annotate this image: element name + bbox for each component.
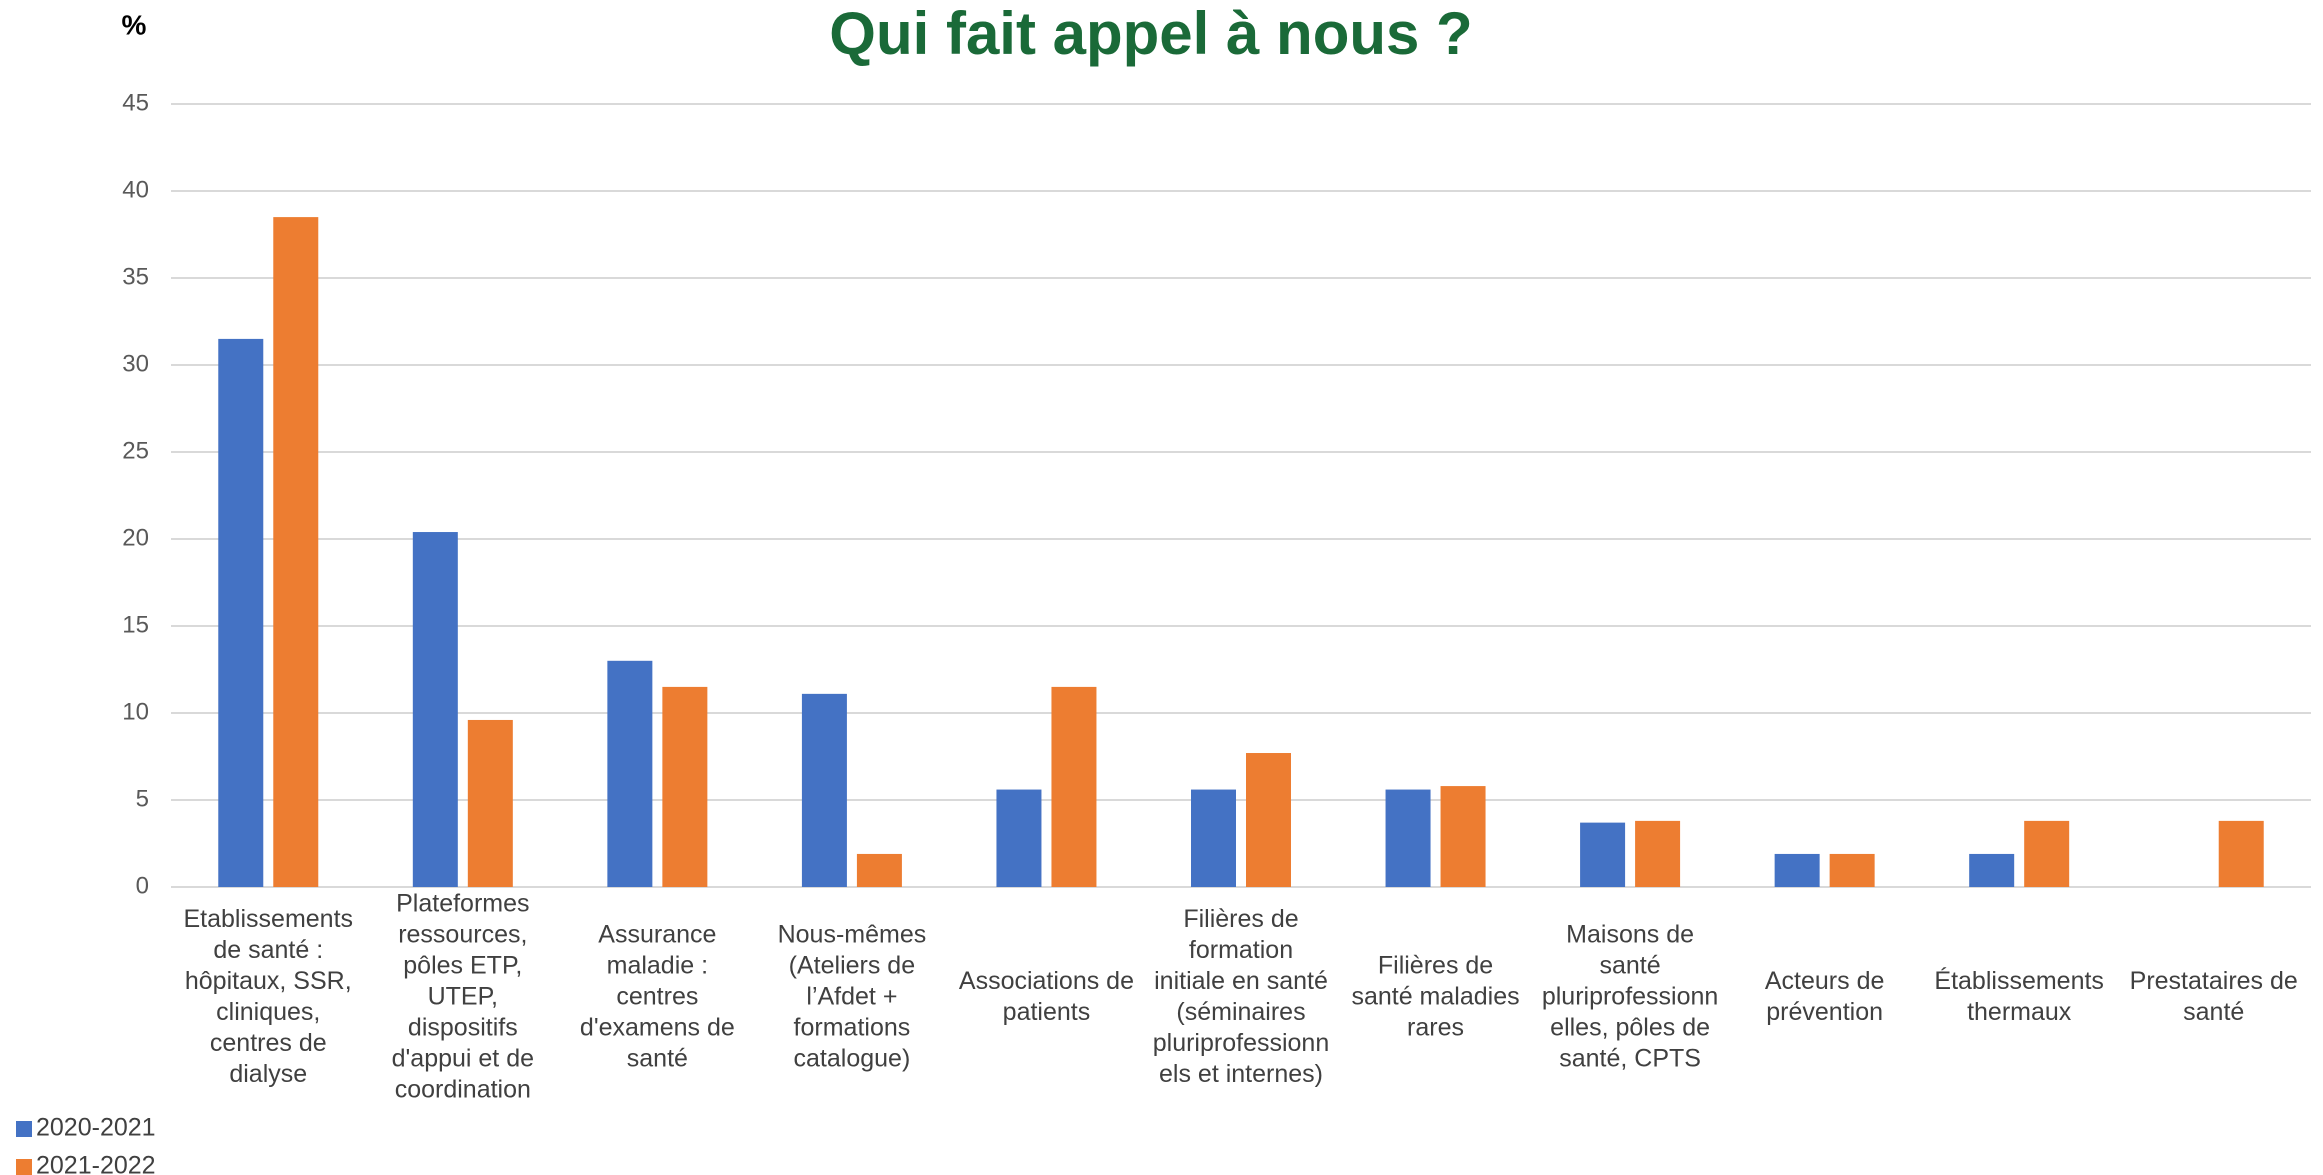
x-tick-label: pluriprofessionn bbox=[1542, 983, 1719, 1011]
x-tick-label: d'examens de bbox=[580, 1014, 735, 1042]
x-tick-label: l’Afdet + bbox=[806, 983, 897, 1011]
legend-label: 2021-2022 bbox=[36, 1152, 156, 1175]
bar bbox=[273, 217, 319, 888]
x-tick-label: thermaux bbox=[1967, 998, 2072, 1026]
y-tick-label: 25 bbox=[122, 437, 149, 464]
bar bbox=[662, 686, 708, 887]
x-tick-label: Assurance bbox=[598, 921, 716, 949]
bar bbox=[467, 719, 513, 887]
y-tick-label: 35 bbox=[122, 263, 149, 290]
bar bbox=[412, 532, 458, 887]
x-tick-label: dialyse bbox=[229, 1060, 307, 1088]
bar bbox=[1385, 789, 1431, 887]
x-tick-label: prévention bbox=[1766, 998, 1883, 1026]
x-tick-label: rares bbox=[1407, 1014, 1464, 1042]
x-tick-label: Plateformes bbox=[396, 890, 529, 918]
x-tick-label: els et internes) bbox=[1159, 1060, 1323, 1088]
x-tick-label: patients bbox=[1003, 998, 1091, 1026]
x-tick-label: formations bbox=[794, 1014, 911, 1042]
x-tick-label: centres bbox=[616, 983, 698, 1011]
bar bbox=[1191, 789, 1236, 887]
y-tick-label: 0 bbox=[136, 872, 149, 899]
y-tick-label: 10 bbox=[122, 698, 149, 725]
bar bbox=[1051, 686, 1097, 887]
x-tick-label: maladie : bbox=[607, 952, 708, 980]
bar bbox=[607, 660, 653, 887]
x-tick-label: Filières de bbox=[1183, 905, 1298, 933]
x-tick-label: de santé : bbox=[213, 936, 323, 964]
x-tick-label: Établissements bbox=[1934, 966, 2104, 995]
y-tick-label: 15 bbox=[122, 611, 149, 638]
legend-swatch bbox=[16, 1121, 32, 1137]
y-tick-label: 45 bbox=[122, 89, 149, 116]
bar bbox=[1635, 820, 1681, 887]
chart-title: Qui fait appel à nous ? bbox=[829, 0, 1472, 67]
x-tick-label: UTEP, bbox=[428, 983, 498, 1011]
y-tick-label: 40 bbox=[122, 176, 149, 203]
x-tick-label: coordination bbox=[395, 1076, 531, 1104]
x-tick-label: Prestataires de bbox=[2130, 967, 2298, 995]
legend-swatch bbox=[16, 1159, 32, 1175]
x-tick-label: Associations de bbox=[959, 967, 1134, 995]
x-tick-label: Acteurs de bbox=[1765, 967, 1885, 995]
x-tick-label: hôpitaux, SSR, bbox=[185, 967, 352, 995]
x-tick-label: Nous-mêmes bbox=[778, 921, 927, 949]
bar bbox=[2218, 820, 2264, 887]
bar bbox=[1969, 853, 2015, 887]
x-tick-label: d'appui et de bbox=[392, 1045, 534, 1073]
x-tick-label: dispositifs bbox=[408, 1014, 518, 1042]
bar bbox=[1774, 853, 1820, 887]
x-tick-label: (séminaires bbox=[1176, 998, 1305, 1026]
bar bbox=[1246, 753, 1291, 887]
y-axis-label: % bbox=[122, 9, 147, 40]
bar bbox=[1440, 786, 1486, 887]
x-tick-label: pluriprofessionn bbox=[1153, 1029, 1330, 1057]
bar bbox=[1580, 822, 1626, 887]
x-tick-label: initiale en santé bbox=[1154, 967, 1328, 995]
bar bbox=[856, 853, 902, 887]
bar bbox=[218, 338, 264, 887]
x-tick-label: (Ateliers de bbox=[789, 952, 915, 980]
x-tick-label: santé, CPTS bbox=[1559, 1045, 1701, 1073]
y-tick-label: 5 bbox=[136, 785, 149, 812]
x-tick-label: santé maladies bbox=[1351, 983, 1519, 1011]
bar bbox=[2024, 820, 2070, 887]
x-tick-label: cliniques, bbox=[216, 998, 320, 1026]
x-tick-label: santé bbox=[1600, 952, 1661, 980]
x-tick-label: Etablissements bbox=[184, 905, 354, 933]
x-tick-label: pôles ETP, bbox=[403, 952, 522, 980]
x-tick-label: Filières de bbox=[1378, 952, 1493, 980]
bar bbox=[1829, 853, 1875, 887]
legend-label: 2020-2021 bbox=[36, 1114, 156, 1142]
x-tick-label: ressources, bbox=[398, 921, 527, 949]
x-tick-label: centres de bbox=[210, 1029, 327, 1057]
x-tick-label: santé bbox=[627, 1045, 688, 1073]
y-tick-label: 30 bbox=[122, 350, 149, 377]
x-tick-label: formation bbox=[1189, 936, 1293, 964]
x-tick-label: elles, pôles de bbox=[1550, 1014, 1710, 1042]
bar bbox=[996, 789, 1042, 887]
y-tick-label: 20 bbox=[122, 524, 149, 551]
x-tick-label: Maisons de bbox=[1566, 921, 1694, 949]
x-tick-label: santé bbox=[2183, 998, 2244, 1026]
category-labels: Etablissements de santé : hôpitaux, SSR, cl… bbox=[184, 890, 2298, 1104]
bar bbox=[801, 693, 847, 887]
x-tick-label: catalogue) bbox=[794, 1045, 911, 1073]
